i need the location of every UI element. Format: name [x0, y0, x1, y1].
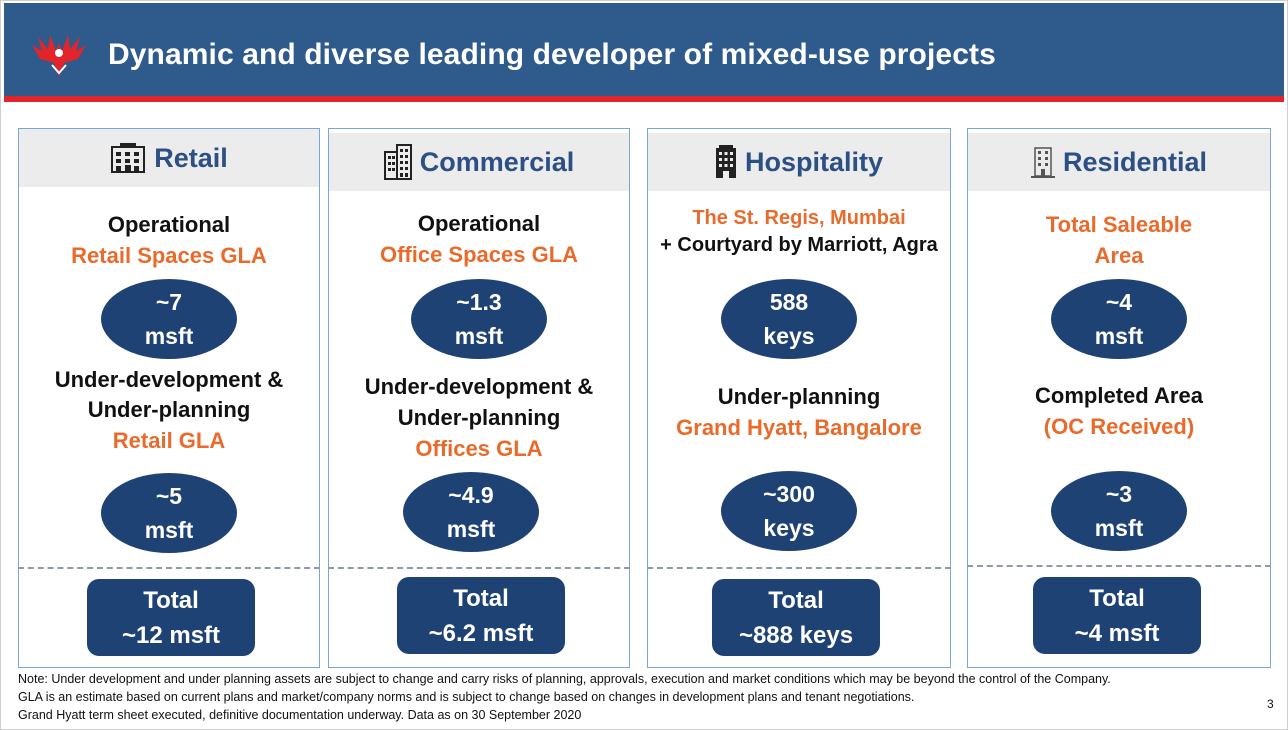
retail-total-label: Total	[143, 586, 199, 614]
hospitality-heading: Hospitality	[744, 146, 884, 177]
hotel-icon	[715, 145, 736, 178]
commercial-heading: Commercial	[419, 146, 575, 177]
residential-oval1-unit: msft	[1094, 323, 1144, 349]
hospitality-oval-operational: 588 keys	[721, 279, 857, 359]
commercial-line4: Under-planning	[397, 405, 561, 430]
residential-total-value: ~4 msft	[1074, 619, 1160, 647]
header-bar: Dynamic and diverse leading developer of…	[4, 3, 1284, 96]
commercial-line1: Operational	[417, 211, 541, 236]
retail-card-header: Retail	[19, 129, 319, 187]
commercial-card: Commercial Operational Office Spaces GLA…	[328, 128, 630, 668]
retail-oval-operational: ~7 msft	[101, 279, 237, 359]
commercial-total-box: Total ~6.2 msft	[397, 577, 565, 654]
residential-line1: Total Saleable	[1045, 212, 1193, 237]
residential-line3: Completed Area	[1035, 383, 1203, 408]
residential-card: Residential Total Saleable Area ~4 msft …	[967, 128, 1271, 668]
hospitality-oval2-unit: keys	[763, 515, 815, 541]
apartment-icon	[1030, 147, 1055, 178]
retail-oval1-unit: msft	[144, 323, 194, 349]
retail-line2: Retail Spaces GLA	[71, 243, 267, 268]
residential-line2: Area	[1094, 243, 1144, 268]
hospitality-total-box: Total ~888 keys	[712, 579, 880, 656]
retail-oval2-value: ~5	[155, 483, 183, 509]
hospitality-total-label: Total	[768, 586, 824, 614]
retail-line1: Operational	[107, 212, 231, 237]
divider	[967, 565, 1271, 567]
residential-line4: (OC Received)	[1043, 414, 1195, 439]
retail-line4: Under-planning	[87, 397, 251, 422]
footnote-1: Note: Under development and under planni…	[18, 672, 1111, 686]
commercial-oval-operational: ~1.3 msft	[411, 279, 547, 359]
residential-total-box: Total ~4 msft	[1033, 577, 1201, 654]
footnote-3: Grand Hyatt term sheet executed, definit…	[18, 708, 582, 722]
residential-heading: Residential	[1062, 146, 1208, 177]
retail-total-value: ~12 msft	[121, 621, 221, 649]
retail-oval2-unit: msft	[144, 517, 194, 543]
commercial-total-label: Total	[453, 584, 509, 612]
hospitality-line3: Under-planning	[717, 384, 881, 409]
page-title: Dynamic and diverse leading developer of…	[108, 38, 996, 71]
hospitality-line4: Grand Hyatt, Bangalore	[676, 415, 922, 440]
retail-oval1-value: ~7	[155, 289, 183, 315]
residential-oval2-value: ~3	[1105, 481, 1133, 507]
hospitality-oval1-unit: keys	[763, 323, 815, 349]
building-icon	[111, 143, 146, 173]
retail-line5: Retail GLA	[112, 428, 226, 453]
commercial-oval1-unit: msft	[454, 323, 504, 349]
commercial-oval1-value: ~1.3	[456, 289, 502, 315]
commercial-line5: Offices GLA	[415, 436, 543, 461]
hospitality-oval1-value: 588	[769, 289, 809, 315]
commercial-oval2-value: ~4.9	[448, 482, 494, 508]
hospitality-oval-pipeline: ~300 keys	[721, 471, 857, 551]
commercial-line3: Under-development &	[364, 374, 594, 399]
residential-oval2-unit: msft	[1094, 515, 1144, 541]
retail-heading: Retail	[154, 142, 228, 173]
divider	[18, 567, 320, 569]
residential-total-label: Total	[1089, 584, 1145, 612]
commercial-oval2-unit: msft	[446, 516, 496, 542]
commercial-card-header: Commercial	[329, 133, 629, 191]
retail-oval-pipeline: ~5 msft	[101, 473, 237, 553]
hospitality-oval2-value: ~300	[763, 481, 815, 507]
retail-card: Retail Operational Retail Spaces GLA ~7 …	[18, 128, 320, 668]
retail-line3: Under-development &	[54, 367, 284, 392]
phoenix-logo-icon	[32, 35, 86, 77]
hospitality-line1: The St. Regis, Mumbai	[692, 207, 906, 229]
page-number: 3	[1267, 697, 1274, 711]
residential-oval-completed: ~3 msft	[1051, 471, 1187, 551]
header-accent-line	[4, 96, 1284, 102]
residential-oval-saleable: ~4 msft	[1051, 279, 1187, 359]
divider	[647, 567, 951, 569]
hospitality-card: Hospitality The St. Regis, Mumbai + Cour…	[647, 128, 951, 668]
residential-card-header: Residential	[968, 133, 1270, 191]
commercial-oval-pipeline: ~4.9 msft	[403, 472, 539, 552]
hospitality-total-value: ~888 keys	[738, 621, 854, 649]
divider	[328, 567, 630, 569]
commercial-line2: Office Spaces GLA	[379, 242, 579, 267]
residential-oval1-value: ~4	[1105, 289, 1133, 315]
hospitality-line2: + Courtyard by Marriott, Agra	[660, 234, 938, 256]
footnote-2: GLA is an estimate based on current plan…	[18, 690, 915, 704]
retail-total-box: Total ~12 msft	[87, 579, 255, 656]
commercial-total-value: ~6.2 msft	[428, 619, 534, 647]
hospitality-card-header: Hospitality	[648, 133, 950, 191]
office-tower-icon	[383, 144, 412, 180]
